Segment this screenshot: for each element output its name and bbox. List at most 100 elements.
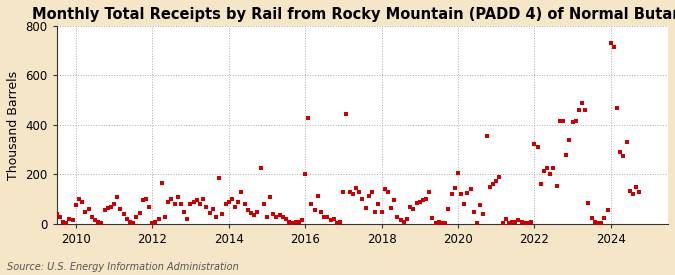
Point (185, 202, 196, 207)
Point (217, 212, 227, 216)
Point (487, 182, 498, 187)
Point (125, 219, 136, 224)
Point (290, 219, 301, 224)
Point (68, 218, 78, 222)
Point (172, 195, 183, 199)
Point (576, 100, 587, 105)
Point (612, 105, 622, 110)
Point (223, 200, 234, 204)
Point (545, 172, 556, 177)
Point (227, 197, 238, 202)
Point (194, 202, 205, 207)
Point (239, 202, 250, 207)
Point (179, 210, 190, 214)
Point (396, 218, 406, 222)
Point (468, 210, 479, 214)
Point (567, 120, 578, 125)
Point (319, 214, 329, 219)
Point (618, 154, 629, 158)
Point (551, 183, 562, 188)
Point (147, 221, 158, 225)
Point (220, 202, 231, 207)
Point (109, 202, 119, 207)
Point (112, 195, 123, 199)
Point (446, 192, 457, 197)
Point (306, 202, 317, 207)
Point (350, 186, 361, 190)
Point (532, 145, 543, 149)
Point (373, 202, 384, 207)
Point (230, 205, 240, 209)
Point (539, 169, 549, 173)
Point (456, 192, 466, 197)
Point (70, 203, 81, 208)
Point (105, 205, 116, 209)
Point (554, 119, 565, 123)
Point (363, 193, 374, 198)
Point (485, 185, 495, 189)
Point (605, 41, 616, 45)
Point (615, 150, 626, 154)
Point (198, 197, 209, 202)
Point (249, 213, 260, 218)
Point (277, 214, 288, 219)
Point (115, 207, 126, 211)
Point (367, 190, 377, 194)
Point (48, 205, 59, 209)
Point (621, 140, 632, 144)
Point (529, 141, 540, 146)
Point (134, 211, 145, 215)
Point (325, 218, 336, 222)
Point (497, 221, 508, 225)
Point (370, 210, 381, 214)
Point (354, 190, 364, 194)
Point (144, 205, 155, 209)
Point (452, 171, 463, 175)
Point (296, 218, 307, 222)
Point (564, 138, 575, 142)
Point (61, 221, 72, 225)
Point (64, 217, 75, 221)
Point (519, 221, 530, 225)
Point (450, 186, 460, 190)
Point (433, 219, 444, 224)
Point (472, 221, 483, 225)
Point (211, 214, 221, 219)
Point (570, 119, 581, 123)
Point (443, 207, 454, 211)
Point (408, 207, 418, 211)
Point (405, 205, 416, 209)
Point (294, 219, 304, 224)
Point (99, 208, 110, 213)
Point (385, 206, 396, 210)
Point (252, 210, 263, 214)
Point (609, 45, 620, 49)
Point (583, 201, 594, 205)
Point (494, 175, 505, 179)
Point (558, 119, 568, 123)
Point (376, 210, 387, 214)
Point (38, 202, 49, 207)
Point (268, 212, 279, 216)
Point (500, 217, 511, 221)
Point (379, 187, 390, 192)
Point (383, 190, 394, 194)
Point (118, 212, 129, 216)
Point (504, 221, 514, 225)
Point (150, 219, 161, 224)
Point (45, 207, 56, 211)
Point (274, 213, 285, 218)
Point (316, 210, 327, 214)
Point (424, 190, 435, 194)
Point (242, 208, 253, 213)
Point (513, 218, 524, 222)
Point (131, 214, 142, 219)
Point (157, 181, 167, 185)
Point (634, 190, 645, 194)
Point (281, 217, 292, 221)
Point (631, 185, 642, 189)
Point (169, 202, 180, 207)
Point (236, 190, 247, 194)
Point (475, 203, 485, 208)
Point (159, 214, 170, 219)
